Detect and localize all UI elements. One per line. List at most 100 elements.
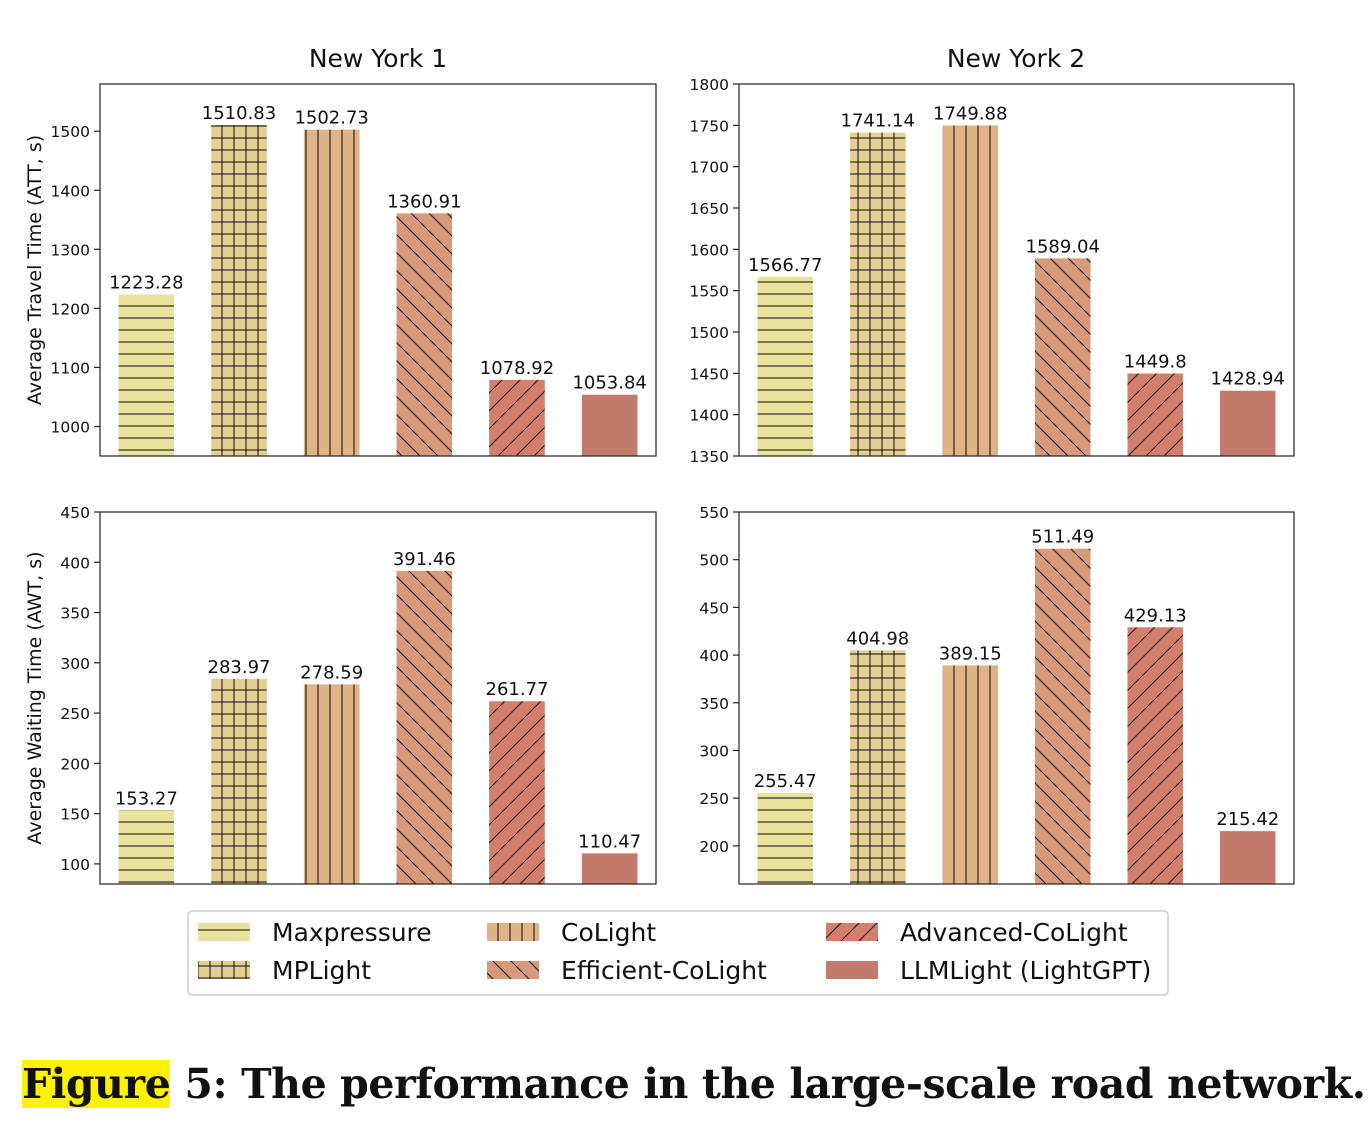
data-label: 1502.73 (294, 108, 368, 129)
y-tick-label: 350 (699, 695, 729, 713)
bar-mplight (850, 132, 906, 456)
panel-title: New York 2 (947, 44, 1085, 73)
y-tick-label: 1500 (51, 123, 90, 141)
y-tick-label: 1400 (690, 407, 729, 425)
y-tick-label: 1800 (690, 76, 729, 94)
y-tick-label: 550 (699, 504, 729, 522)
legend-swatch (487, 961, 539, 979)
data-label: 1589.04 (1026, 236, 1100, 257)
y-tick-label: 1000 (51, 418, 90, 436)
bar-colight (942, 125, 998, 457)
legend-swatch (198, 961, 250, 979)
legend-label: Advanced-CoLight (900, 918, 1128, 947)
data-label: 1449.8 (1124, 351, 1187, 372)
data-label: 1428.94 (1211, 369, 1285, 390)
plot-area: 1566.77 1741.14 1749.88 1589.04 1449.8 1428.9… (690, 76, 1295, 466)
y-tick-label: 1500 (690, 324, 729, 342)
data-label: 1566.77 (748, 255, 822, 276)
legend-frame (187, 910, 1169, 996)
data-label: 1510.83 (202, 103, 276, 124)
y-tick-label: 200 (699, 838, 729, 856)
bar-mplight (211, 124, 267, 457)
y-tick-label: 1300 (51, 241, 90, 259)
bar-advanced-colight (1127, 627, 1183, 884)
y-tick-label: 1750 (690, 117, 729, 135)
data-label: 215.42 (1216, 809, 1279, 830)
y-tick-label: 1400 (51, 182, 90, 200)
chart-panel-ny2-awt: 255.47 404.98 389.15 511.49 429.13 215.42 200 2… (699, 504, 1295, 885)
bar-mplight (211, 678, 267, 884)
bar-colight (303, 684, 360, 884)
data-label: 1749.88 (933, 103, 1007, 124)
bar-llmlight-lightgpt (581, 394, 638, 456)
data-label: 261.77 (486, 679, 549, 700)
legend-swatch (826, 923, 878, 941)
y-tick-label: 450 (60, 504, 90, 522)
y-tick-label: 1600 (690, 241, 729, 259)
bar-llmlight-lightgpt (1220, 831, 1276, 884)
y-tick-label: 1350 (690, 448, 729, 466)
bar-maxpressure (757, 276, 813, 456)
y-tick-label: 1200 (51, 300, 90, 318)
y-tick-label: 1550 (690, 283, 729, 301)
y-tick-label: 150 (60, 806, 90, 824)
data-label: 255.47 (754, 771, 817, 792)
panel-title: New York 1 (309, 44, 447, 73)
y-axis-label: Average Waiting Time (AWT, s) (24, 551, 46, 844)
y-tick-label: 1700 (690, 159, 729, 177)
bar-efficient-colight (396, 570, 453, 884)
legend-label: CoLight (561, 918, 656, 947)
bar-efficient-colight (1035, 258, 1091, 456)
data-label: 1223.28 (109, 273, 183, 294)
y-axis-label: Average Travel Time (ATT, s) (24, 135, 46, 405)
data-label: 1741.14 (841, 111, 915, 132)
data-label: 391.46 (393, 549, 456, 570)
legend-label: MPLight (272, 956, 371, 985)
axes-frame (99, 511, 657, 885)
data-label: 153.27 (115, 788, 178, 809)
legend-label: Efficient-CoLight (561, 956, 767, 985)
data-label: 283.97 (208, 657, 271, 678)
y-tick-label: 200 (60, 755, 90, 773)
data-label: 1078.92 (480, 358, 554, 379)
axes-frame (738, 83, 1295, 457)
y-tick-label: 400 (699, 647, 729, 665)
y-tick-label: 250 (699, 790, 729, 808)
plot-area: 255.47 404.98 389.15 511.49 429.13 215.42 200 2… (699, 504, 1295, 885)
caption-highlight: Figure (22, 1060, 171, 1108)
bar-advanced-colight (489, 379, 545, 456)
plot-area: 1223.28 1510.83 1502.73 1360.91 1078.92 1053.… (51, 83, 657, 457)
y-tick-label: 450 (699, 599, 729, 617)
y-tick-label: 300 (60, 655, 90, 673)
caption-text: 5: The performance in the large-scale ro… (170, 1060, 1366, 1108)
chart-panel-ny1-att: New York 1 Average Travel Time (ATT, s) … (24, 44, 657, 457)
bar-advanced-colight (1127, 373, 1183, 456)
y-tick-label: 1650 (690, 200, 729, 218)
legend-swatch (198, 923, 250, 941)
y-tick-label: 350 (60, 605, 90, 623)
axes-frame (738, 511, 1295, 885)
bar-maxpressure (118, 294, 175, 456)
bar-efficient-colight (396, 213, 453, 456)
bar-mplight (850, 650, 906, 884)
axes-frame (99, 83, 657, 457)
legend-label: LLMLight (LightGPT) (900, 956, 1151, 985)
y-tick-label: 300 (699, 742, 729, 760)
data-label: 511.49 (1031, 527, 1094, 548)
bar-advanced-colight (489, 701, 545, 884)
data-label: 429.13 (1124, 605, 1187, 626)
y-tick-label: 400 (60, 554, 90, 572)
y-tick-label: 1450 (690, 365, 729, 383)
legend-swatch (826, 961, 878, 979)
bar-maxpressure (757, 792, 813, 884)
bar-colight (303, 129, 360, 456)
bar-llmlight-lightgpt (1220, 390, 1276, 456)
legend-swatch (487, 923, 539, 941)
bar-llmlight-lightgpt (581, 853, 638, 884)
legend: Maxpressure MPLight CoLight Efficient-CoLig… (187, 910, 1169, 996)
plot-area: 153.27 283.97 278.59 391.46 261.77 110.47 100 1… (60, 504, 657, 885)
data-label: 1360.91 (387, 191, 461, 212)
chart-panel-ny1-awt: Average Waiting Time (AWT, s) 153.27 283.… (24, 504, 657, 885)
